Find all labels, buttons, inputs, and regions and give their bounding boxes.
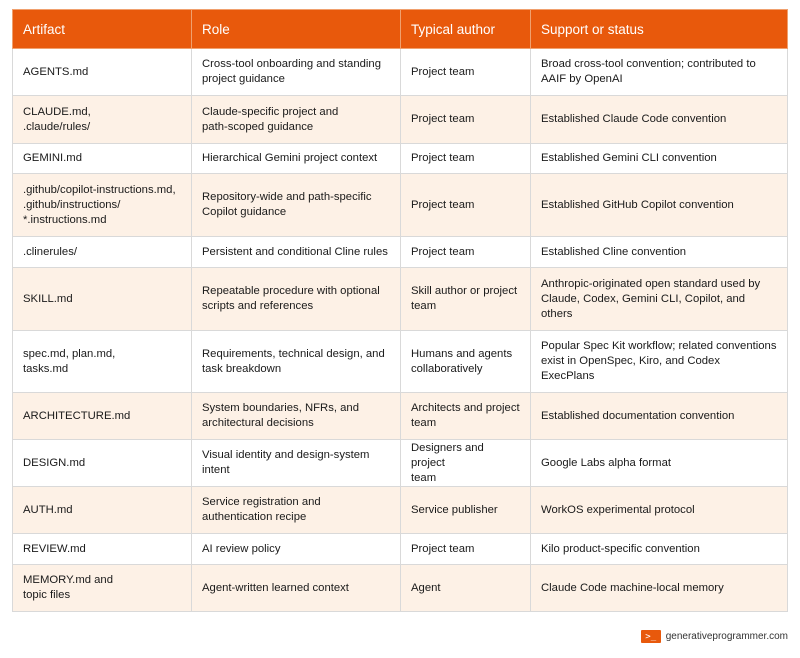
cell-role: Visual identity and design-system intent [191,439,401,487]
cell-author: Project team [400,48,531,96]
cell-author: Agent [400,564,531,612]
header-role: Role [191,9,401,49]
cell-author: Designers and project team [400,439,531,487]
cell-role: System boundaries, NFRs, and architectur… [191,392,401,440]
cell-author: Architects and project team [400,392,531,440]
cell-status: Anthropic-originated open standard used … [530,267,788,331]
cell-role: Repeatable procedure with optional scrip… [191,267,401,331]
cell-status: Claude Code machine-local memory [530,564,788,612]
cell-status: Established Gemini CLI convention [530,143,788,174]
table-row: MEMORY.md and topic files Agent-written … [12,564,788,612]
cell-status: Google Labs alpha format [530,439,788,487]
cell-status: WorkOS experimental protocol [530,486,788,534]
cell-author: Project team [400,173,531,237]
cell-author: Project team [400,236,531,268]
table-row: REVIEW.md AI review policy Project team … [12,533,788,565]
table-row: CLAUDE.md, .claude/rules/ Claude-specifi… [12,95,788,144]
table-row: SKILL.md Repeatable procedure with optio… [12,267,788,331]
header-artifact: Artifact [12,9,192,49]
cell-author: Project team [400,533,531,565]
cell-author: Project team [400,143,531,174]
table-row: AGENTS.md Cross-tool onboarding and stan… [12,48,788,96]
cell-artifact: DESIGN.md [12,439,192,487]
cell-artifact: AGENTS.md [12,48,192,96]
cell-status: Kilo product-specific convention [530,533,788,565]
cell-status: Established documentation convention [530,392,788,440]
cell-role: Agent-written learned context [191,564,401,612]
cell-status: Established Cline convention [530,236,788,268]
cell-role: Hierarchical Gemini project context [191,143,401,174]
cell-artifact: MEMORY.md and topic files [12,564,192,612]
cell-status: Established Claude Code convention [530,95,788,144]
cell-artifact: .github/copilot-instructions.md, .github… [12,173,192,237]
cell-role: Persistent and conditional Cline rules [191,236,401,268]
site-name: generativeprogrammer.com [665,631,788,642]
header-support-status: Support or status [530,9,788,49]
cell-artifact: CLAUDE.md, .claude/rules/ [12,95,192,144]
cell-role: Claude-specific project and path-scoped … [191,95,401,144]
cell-artifact: GEMINI.md [12,143,192,174]
cell-artifact: SKILL.md [12,267,192,331]
cell-role: Repository-wide and path-specific Copilo… [191,173,401,237]
header-typical-author: Typical author [400,9,531,49]
cell-artifact: .clinerules/ [12,236,192,268]
table-row: AUTH.md Service registration and authent… [12,486,788,534]
artifacts-table: Artifact Role Typical author Support or … [12,9,788,612]
cell-role: AI review policy [191,533,401,565]
cell-artifact: spec.md, plan.md, tasks.md [12,330,192,393]
table-row: spec.md, plan.md, tasks.md Requirements,… [12,330,788,393]
cell-role: Requirements, technical design, and task… [191,330,401,393]
cell-author: Project team [400,95,531,144]
table-row: .clinerules/ Persistent and conditional … [12,236,788,268]
footer-brand: >_ generativeprogrammer.com [640,630,788,643]
cell-author: Humans and agents collaboratively [400,330,531,393]
cell-author: Service publisher [400,486,531,534]
cell-artifact: AUTH.md [12,486,192,534]
cell-status: Established GitHub Copilot convention [530,173,788,237]
table-row: GEMINI.md Hierarchical Gemini project co… [12,143,788,174]
cell-role: Service registration and authentication … [191,486,401,534]
cell-author: Skill author or project team [400,267,531,331]
cell-status: Popular Spec Kit workflow; related conve… [530,330,788,393]
terminal-prompt-icon: >_ [640,630,661,643]
table-row: ARCHITECTURE.md System boundaries, NFRs,… [12,392,788,440]
table-header-row: Artifact Role Typical author Support or … [12,9,788,49]
table-row: .github/copilot-instructions.md, .github… [12,173,788,237]
cell-role: Cross-tool onboarding and standing proje… [191,48,401,96]
cell-status: Broad cross-tool convention; contributed… [530,48,788,96]
cell-artifact: ARCHITECTURE.md [12,392,192,440]
table-row: DESIGN.md Visual identity and design-sys… [12,439,788,487]
cell-artifact: REVIEW.md [12,533,192,565]
